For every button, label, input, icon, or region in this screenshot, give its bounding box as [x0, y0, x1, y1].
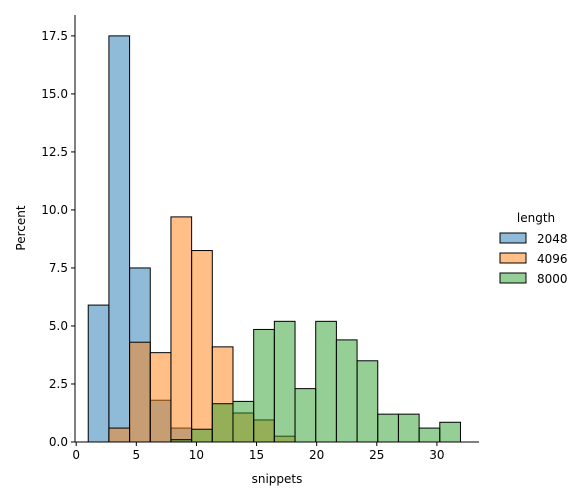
legend-swatch-4096	[499, 252, 527, 264]
y-tick-label: 0.0	[49, 435, 68, 449]
y-tick-label: 10.0	[41, 203, 68, 217]
x-ticks: 0 5 10 15 20 25 30	[72, 442, 445, 462]
bar-8000-bin-16	[418, 427, 441, 443]
y-tick-label: 5.0	[49, 319, 68, 333]
bar-2048-bin-0	[87, 304, 110, 443]
bar-4096-bin-2	[129, 341, 151, 443]
bar-8000-bin-8	[253, 328, 275, 443]
bar-8000-bin-7	[232, 400, 255, 443]
bar-8000-bin-11	[315, 320, 337, 443]
x-tick-label: 0	[72, 448, 80, 462]
legend-swatch-2048	[499, 232, 527, 244]
x-axis-label: snippets	[252, 472, 303, 486]
bar-8000-bin-10	[294, 388, 317, 443]
legend-label-4096: 4096	[537, 252, 568, 266]
y-tick-label: 2.5	[49, 377, 68, 391]
bar-8000-bin-17	[439, 421, 461, 443]
legend: length 2048 4096 8000	[499, 211, 568, 286]
legend-title: length	[517, 211, 555, 225]
y-tick-label: 12.5	[41, 145, 68, 159]
bar-8000-bin-12	[335, 339, 358, 443]
x-tick-label: 10	[189, 448, 204, 462]
bar-4096-bin-5	[191, 250, 213, 443]
x-tick-label: 20	[309, 448, 324, 462]
legend-label-8000: 8000	[537, 272, 568, 286]
bar-8000-bin-15	[397, 413, 420, 443]
y-ticks: 0.0 2.5 5.0 7.5 10.0 12.5 15.0 17.5	[41, 29, 75, 449]
axes	[74, 15, 479, 443]
bar-4096-bin-3	[149, 352, 172, 443]
bar-8000-bin-13	[356, 360, 379, 443]
y-tick-label: 17.5	[41, 29, 68, 43]
x-tick-label: 5	[133, 448, 141, 462]
series-8000-bars	[170, 320, 461, 443]
y-tick-label: 7.5	[49, 261, 68, 275]
bar-2048-bin-1	[108, 35, 131, 443]
legend-label-2048: 2048	[537, 232, 568, 246]
x-tick-label: 30	[429, 448, 444, 462]
bar-8000-bin-14	[377, 413, 399, 443]
y-tick-label: 15.0	[41, 87, 68, 101]
series-4096-bars	[108, 216, 296, 443]
bar-4096-bin-1	[108, 427, 131, 443]
bar-4096-bin-4	[170, 216, 193, 443]
legend-swatch-8000	[499, 272, 527, 284]
y-axis-label: Percent	[14, 205, 28, 250]
bar-8000-bin-9	[273, 320, 296, 443]
bar-8000-bin-5	[191, 428, 213, 443]
bar-8000-bin-6	[211, 403, 234, 443]
x-tick-label: 15	[249, 448, 264, 462]
x-tick-label: 25	[369, 448, 384, 462]
